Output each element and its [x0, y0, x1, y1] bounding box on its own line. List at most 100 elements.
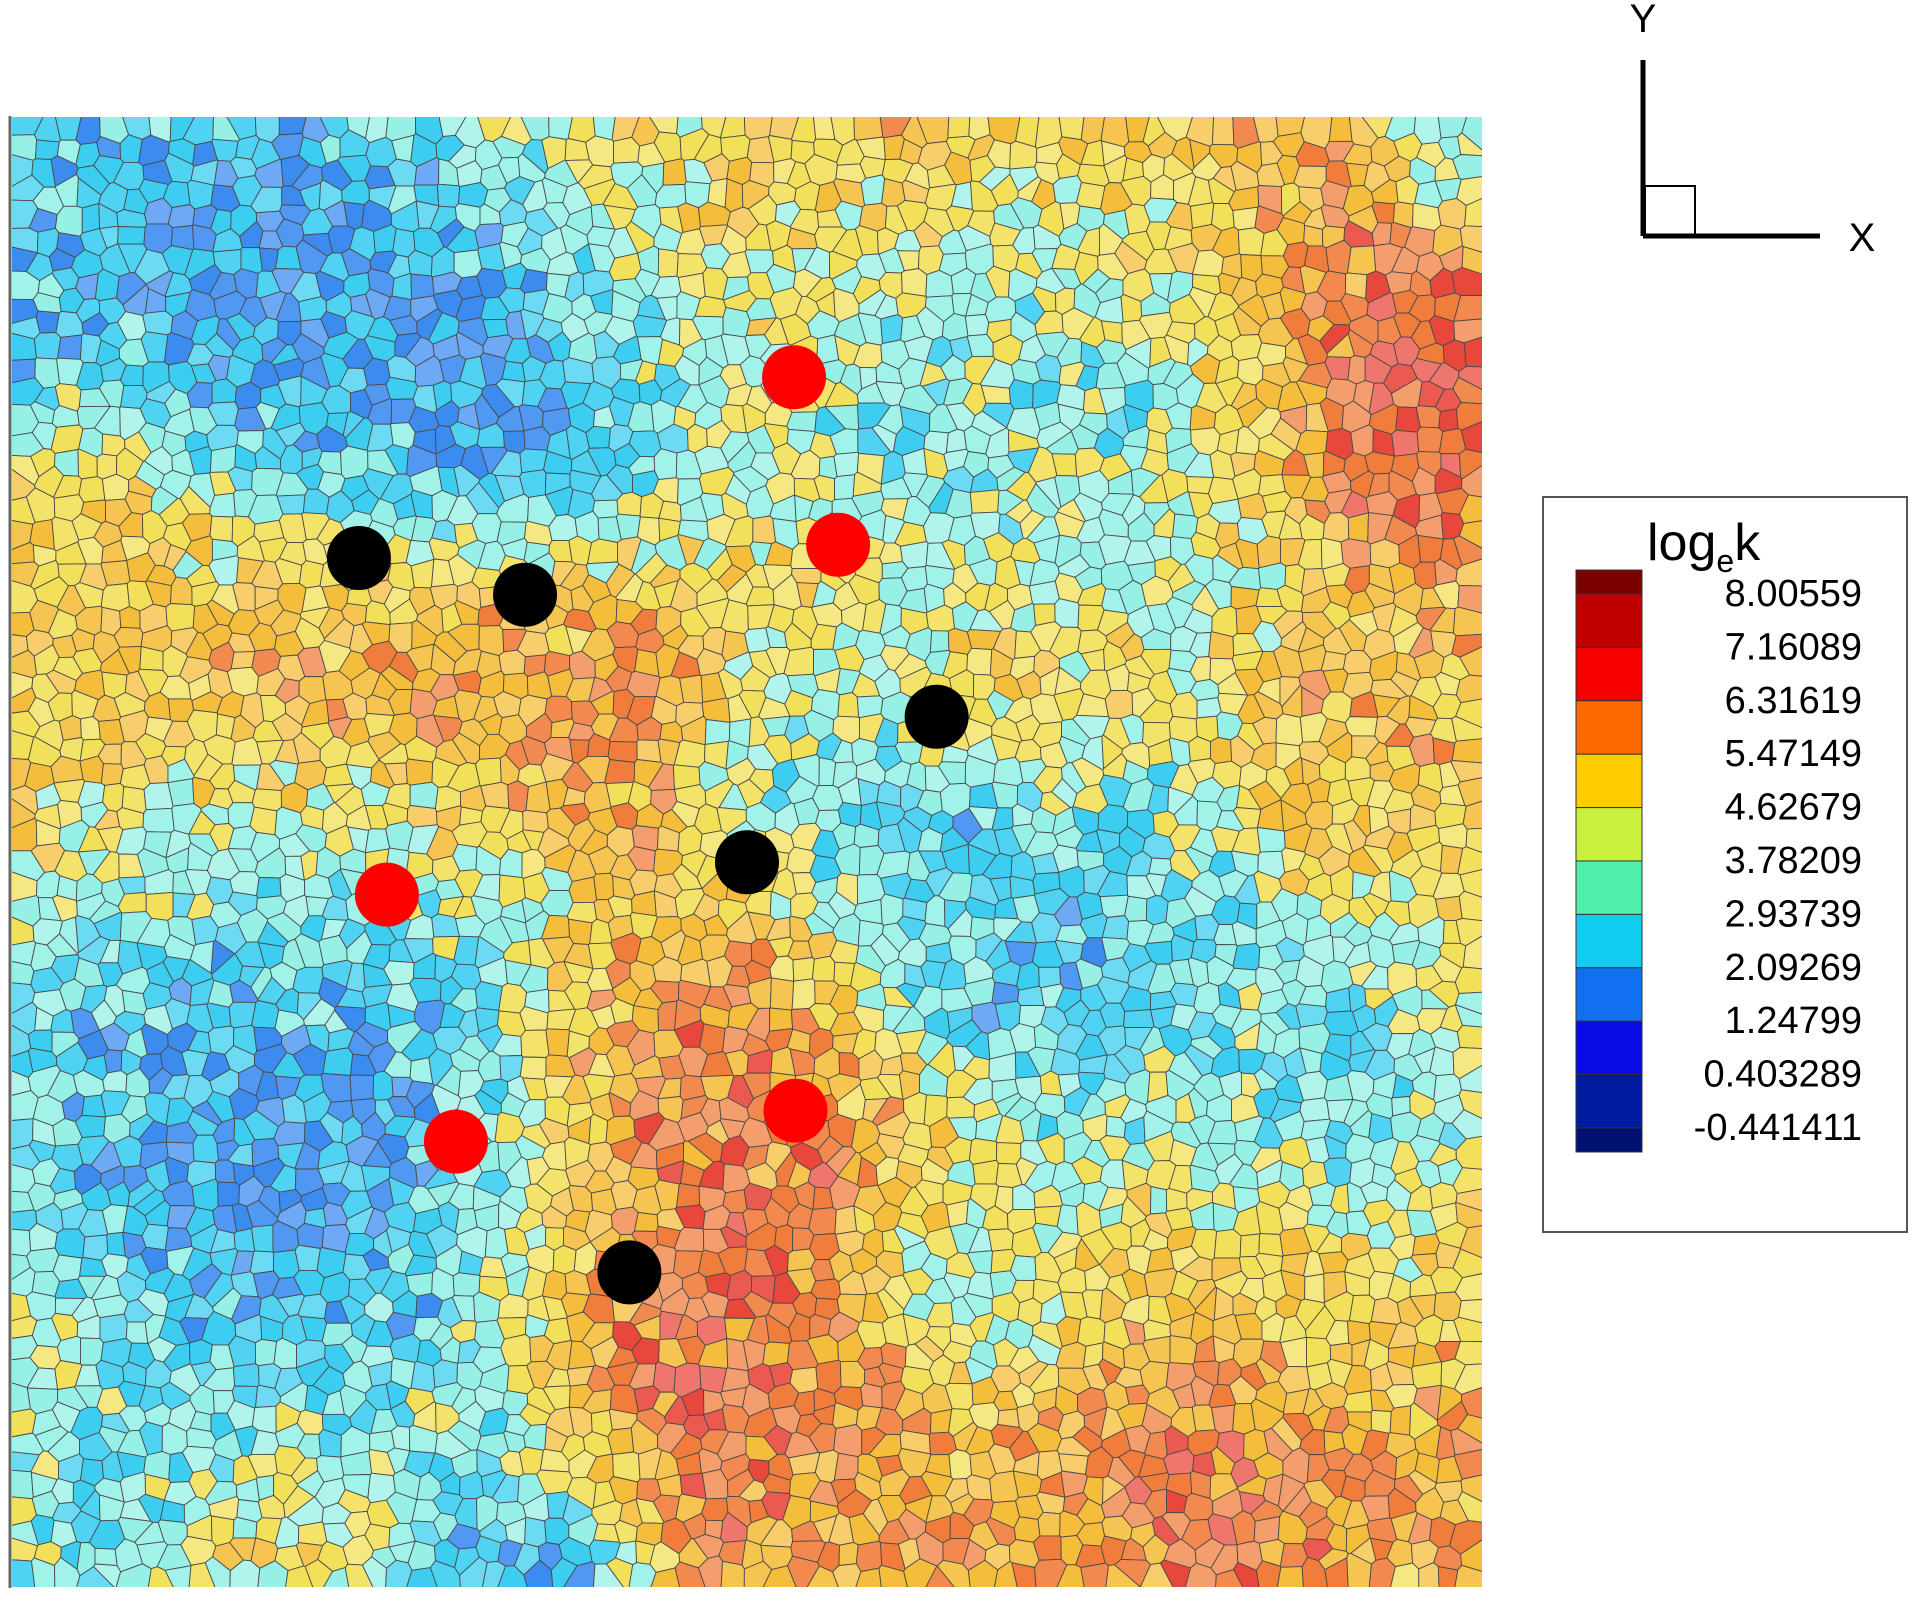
mesh-cell	[406, 804, 438, 828]
mesh-cell	[480, 781, 510, 810]
mesh-cell	[1417, 534, 1444, 563]
mesh-cell	[524, 1516, 547, 1548]
mesh-cell	[192, 1134, 219, 1164]
mesh-cell	[232, 1363, 260, 1387]
mesh-cell	[294, 1244, 321, 1272]
legend-swatch	[1575, 807, 1643, 862]
x-axis-label: X	[1849, 216, 1876, 260]
mesh-cell	[769, 1007, 794, 1032]
mesh-cell	[100, 583, 130, 612]
mesh-cell	[1452, 376, 1482, 405]
mesh-cell	[1037, 1511, 1061, 1537]
mesh-cell	[930, 1408, 953, 1434]
legend-level-label: 8.00559	[1725, 573, 1862, 615]
mesh-cell	[636, 739, 662, 763]
mesh-cell	[1239, 1233, 1260, 1258]
mesh-cell	[964, 313, 990, 337]
mesh-cell	[541, 1270, 568, 1301]
mesh-cell	[1344, 756, 1371, 782]
voronoi-cells	[12, 117, 1482, 1587]
mesh-cell	[657, 248, 679, 278]
mesh-cell	[652, 1361, 677, 1393]
mesh-cell	[1412, 202, 1442, 232]
legend-level-label: -0.441411	[1694, 1107, 1862, 1149]
mesh-cell	[1293, 165, 1327, 189]
mesh-cell	[1013, 1516, 1041, 1543]
mesh-cell	[1437, 197, 1467, 230]
mesh-cell	[292, 966, 324, 994]
legend-level-label: 5.47149	[1725, 733, 1862, 775]
mesh-cell	[142, 807, 175, 833]
mesh-cell	[786, 411, 818, 433]
mesh-cell	[607, 740, 638, 763]
mesh-cell	[1237, 227, 1265, 256]
mesh-cell	[808, 1207, 837, 1236]
mesh-cell	[1370, 1409, 1392, 1434]
mesh-cell	[1412, 1233, 1440, 1256]
mesh-cell	[1054, 598, 1080, 628]
mesh-cell	[125, 1321, 149, 1344]
mesh-cell	[410, 1361, 436, 1393]
mesh-cell	[498, 982, 528, 1014]
mesh-cell	[860, 174, 886, 206]
mesh-cell	[372, 1070, 394, 1101]
red-well-marker	[423, 1109, 488, 1174]
mesh-cell	[1008, 378, 1034, 410]
mesh-cell	[458, 182, 489, 208]
mesh-cell	[1364, 451, 1395, 475]
mesh-cell	[1275, 713, 1304, 747]
mesh-cell	[33, 332, 62, 360]
mesh-cell	[991, 981, 1020, 1005]
mesh-cell	[593, 872, 615, 901]
legend-level-label: 3.78209	[1725, 840, 1862, 882]
mesh-cell	[82, 1234, 109, 1261]
mesh-cell	[993, 756, 1024, 787]
mesh-cell	[838, 1541, 859, 1567]
mesh-cell	[1415, 405, 1441, 429]
mesh-cell	[119, 606, 141, 629]
mesh-cell	[928, 1431, 958, 1456]
mesh-cell	[392, 228, 416, 258]
mesh-cell	[1232, 942, 1261, 971]
mesh-cell	[57, 1335, 81, 1365]
mesh-cell	[996, 1142, 1022, 1165]
y-axis-label: Y	[1630, 0, 1657, 41]
mesh-cell	[701, 1497, 729, 1522]
mesh-cell	[1188, 735, 1211, 762]
legend-level-label: 1.24799	[1725, 1000, 1862, 1042]
mesh-cell	[167, 778, 195, 807]
mesh-cell	[966, 647, 993, 676]
mesh-cell	[704, 718, 731, 745]
mesh-cell	[657, 1000, 678, 1031]
legend-swatch	[1575, 967, 1643, 1022]
mesh-cell	[675, 1183, 701, 1208]
mesh-cell	[833, 1423, 863, 1458]
black-well-marker	[326, 526, 391, 590]
mesh-cell	[969, 489, 1000, 514]
mesh-cell	[475, 757, 502, 787]
mesh-cell	[80, 716, 101, 741]
black-well-marker	[715, 830, 779, 895]
mesh-cell	[1347, 355, 1366, 385]
red-well-marker	[354, 862, 419, 927]
mesh-cell	[214, 1159, 236, 1184]
mesh-cell	[1344, 716, 1379, 737]
mesh-cell	[946, 1199, 969, 1228]
mesh-cell	[209, 515, 234, 543]
mesh-cell	[272, 1249, 300, 1280]
mesh-cell	[251, 1224, 274, 1253]
mesh-cell	[616, 491, 642, 517]
mesh-cell	[552, 1245, 577, 1275]
mesh-cell	[369, 1430, 396, 1453]
mesh-cell	[167, 204, 196, 229]
mesh-cell	[1411, 1361, 1443, 1390]
mesh-cell	[57, 334, 83, 360]
mesh-cell	[1295, 429, 1329, 456]
mesh-cell	[1347, 512, 1369, 543]
legend-swatch	[1575, 860, 1643, 915]
mesh-cell	[410, 273, 435, 300]
mesh-cell	[230, 651, 256, 670]
mesh-cell	[189, 1339, 213, 1366]
mesh-cell	[142, 310, 174, 336]
mesh-cell	[966, 333, 994, 357]
